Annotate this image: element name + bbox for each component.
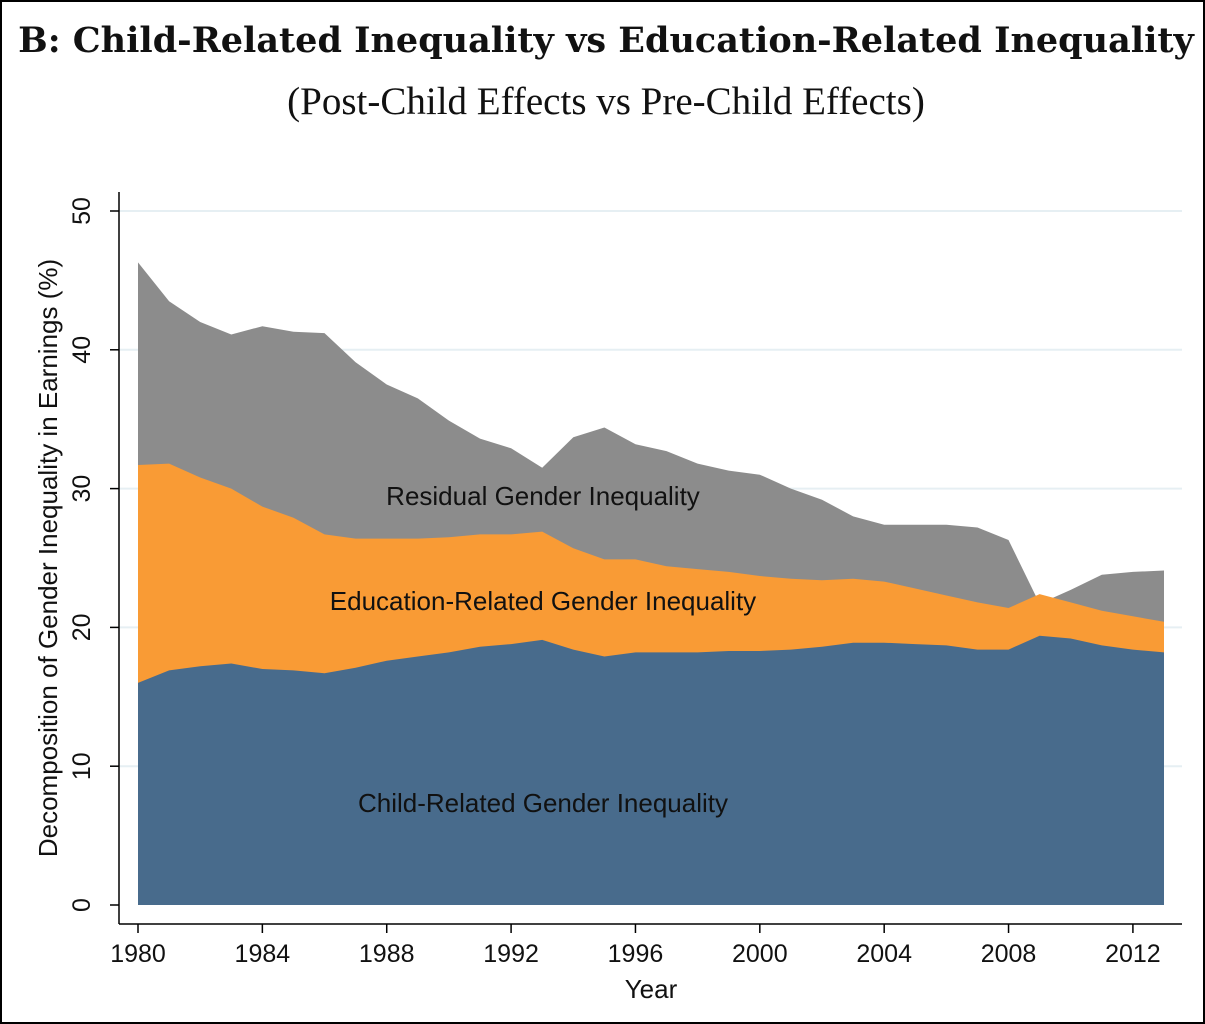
chart-subtitle: (Post-Child Effects vs Pre-Child Effects… <box>287 80 925 123</box>
x-tick-label: 1980 <box>110 940 166 968</box>
x-tick-label: 1988 <box>359 940 415 968</box>
x-axis-label: Year <box>625 974 678 1004</box>
x-tick-label: 1992 <box>483 940 539 968</box>
x-tick-label: 1984 <box>235 940 291 968</box>
residual-label: Residual Gender Inequality <box>386 481 700 511</box>
x-tick-label: 2012 <box>1105 940 1161 968</box>
y-tick-label: 10 <box>68 752 96 780</box>
y-tick-label: 40 <box>68 336 96 364</box>
education-related-label: Education-Related Gender Inequality <box>330 586 756 616</box>
child-related-label: Child-Related Gender Inequality <box>358 788 728 818</box>
y-tick-label: 50 <box>68 197 96 225</box>
x-tick-label: 1996 <box>608 940 664 968</box>
y-axis-label: Decomposition of Gender Inequality in Ea… <box>33 259 63 857</box>
child-related-area <box>138 635 1164 905</box>
chart-title: B: Child-Related Inequality vs Education… <box>18 20 1195 61</box>
y-tick-label: 30 <box>68 475 96 503</box>
y-tick-label: 0 <box>68 898 96 912</box>
y-tick-label: 20 <box>68 613 96 641</box>
x-tick-label: 2004 <box>856 940 912 968</box>
x-tick-label: 2008 <box>981 940 1037 968</box>
x-tick-label: 2000 <box>732 940 788 968</box>
